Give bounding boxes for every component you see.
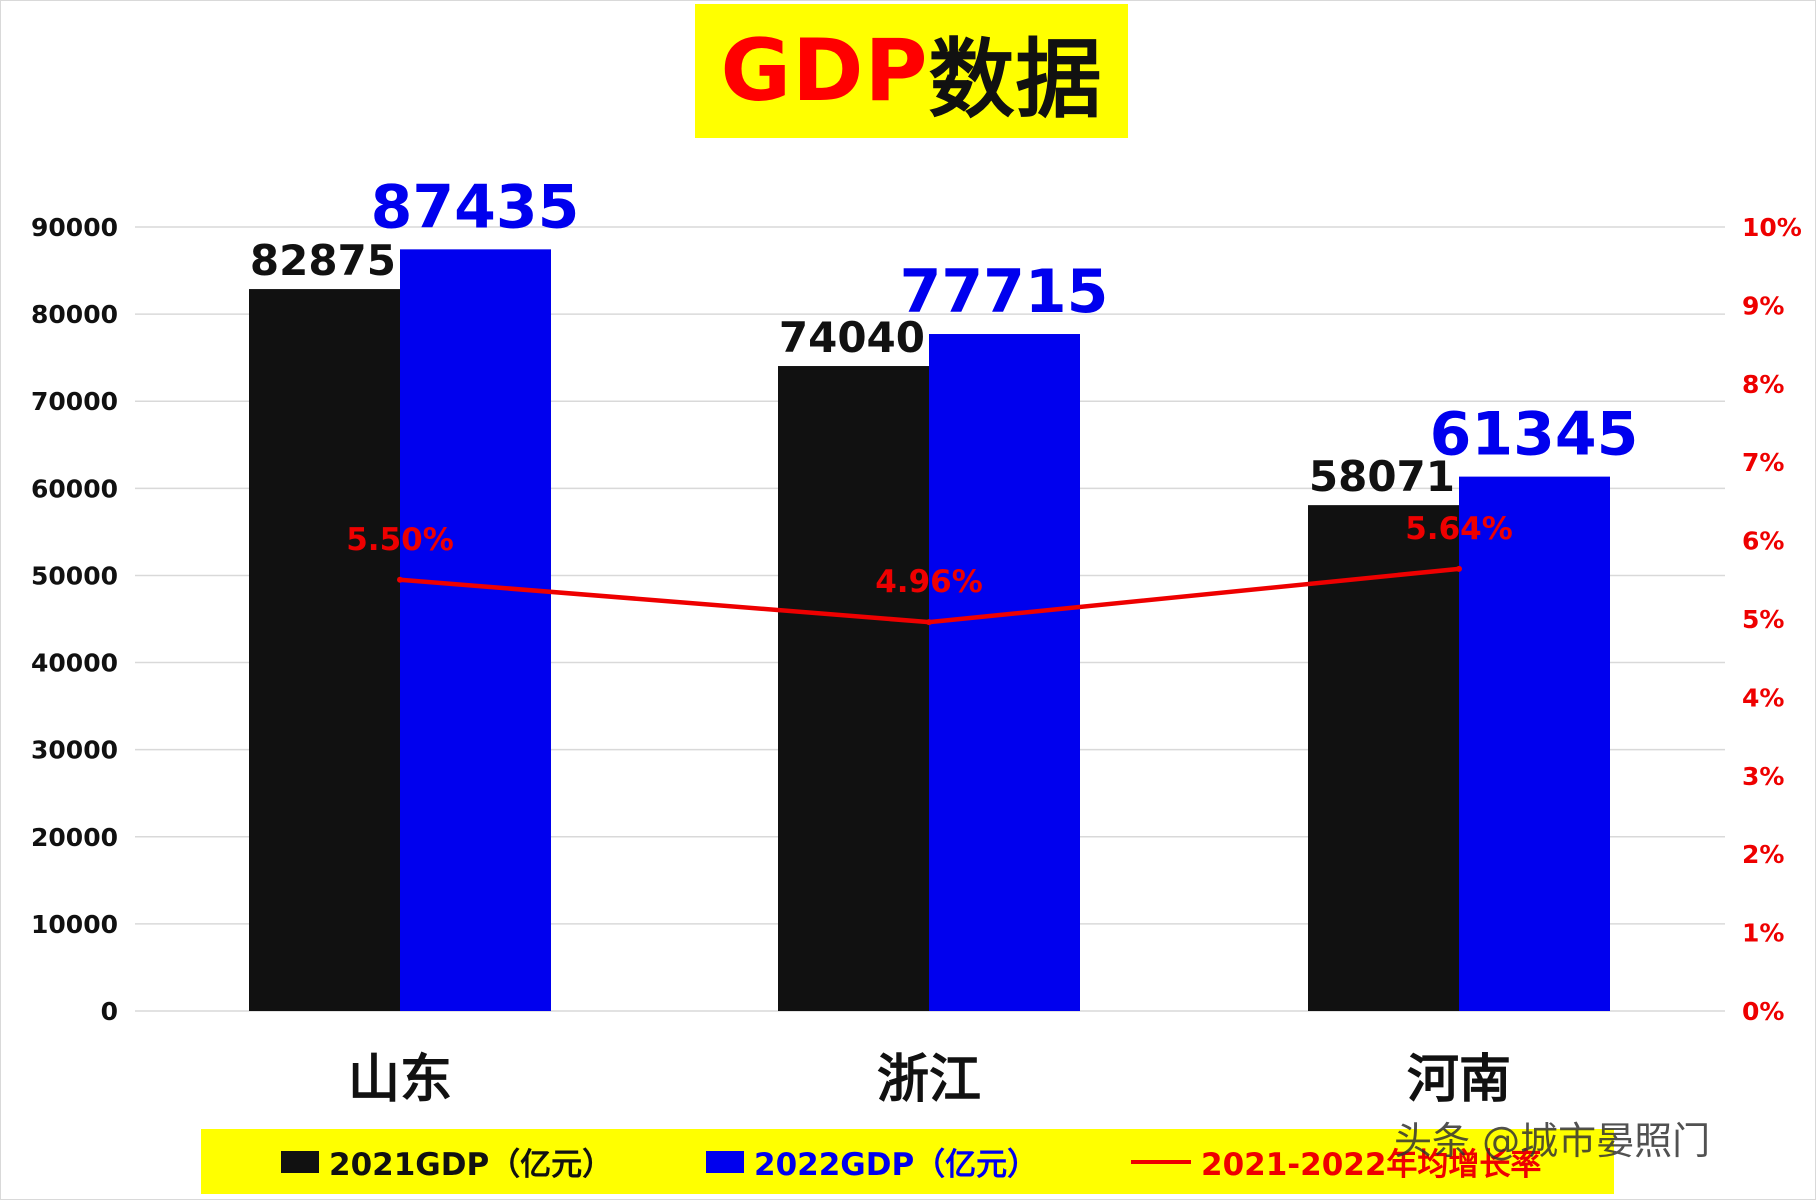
left-tick-label: 10000 [31,910,118,939]
right-tick-label: 6% [1742,527,1784,556]
legend-item-2021: 2021GDP（亿元） [281,1129,613,1194]
bar-2022-2 [1459,476,1610,1011]
bars [249,249,1610,1012]
category-label-2: 河南 [1407,1050,1511,1110]
growth-point-1 [926,619,932,626]
right-tick-label: 1% [1742,919,1784,948]
legend-label-growth: 2021-2022年均增长率 [1201,1147,1542,1183]
right-tick-label: 8% [1742,370,1784,399]
category-label-0: 山东 [348,1050,452,1110]
right-tick-label: 3% [1742,762,1784,791]
legend-swatch-2021 [281,1150,319,1173]
bar-label-2022-0: 87435 [371,172,580,242]
legend-item-growth: 2021-2022年均增长率 [1131,1129,1541,1194]
title-suffix: 数据 [928,29,1103,130]
category-labels: 山东 浙江 河南 [348,1050,1511,1110]
bar-2021-1 [778,366,929,1012]
bar-2021-0 [249,289,400,1012]
left-tick-label: 20000 [31,823,118,852]
growth-point-2 [1456,565,1462,572]
category-label-1: 浙江 [877,1050,981,1110]
right-tick-label: 9% [1742,291,1784,320]
right-tick-label: 4% [1742,683,1784,712]
left-tick-label: 70000 [31,387,118,416]
bar-label-2021-0: 82875 [250,236,396,285]
growth-line [397,565,1462,626]
legend: 2021GDP（亿元） 2022GDP（亿元） 2021-2022年均增长率 [201,1129,1614,1194]
growth-value-labels: 5.50% 4.96% 5.64% [346,511,1513,600]
bar-label-2022-1: 77715 [900,257,1109,327]
legend-swatch-2022 [706,1150,744,1173]
bar-label-2021-2: 58071 [1309,452,1455,501]
legend-item-2022: 2022GDP（亿元） [706,1129,1038,1194]
growth-point-0 [397,576,403,583]
watermark: 头条 @城市晏照门 [1394,1119,1711,1163]
left-tick-label: 40000 [31,649,118,678]
right-axis-ticks: 0% 1% 2% 3% 4% 5% 6% 7% 8% 9% 10% [1742,213,1802,1026]
title-gdp: GDP [720,21,929,121]
legend-swatch-growth [1131,1159,1191,1164]
left-tick-label: 90000 [31,213,118,242]
growth-label-0: 5.50% [346,522,454,558]
growth-label-1: 4.96% [875,564,983,600]
left-tick-label: 80000 [31,300,118,329]
bar-label-2021-1: 74040 [779,313,925,362]
right-tick-label: 5% [1742,605,1784,634]
right-tick-label: 10% [1742,213,1802,242]
left-axis-ticks: 0 10000 20000 30000 40000 50000 60000 70000 8000… [31,213,118,1026]
right-tick-label: 2% [1742,840,1784,869]
chart-title: GDP 数据 [695,4,1128,138]
left-tick-label: 60000 [31,474,118,503]
right-tick-label: 7% [1742,448,1784,477]
left-tick-label: 0 [101,997,118,1026]
bar-2022-0 [400,249,551,1011]
growth-label-2: 5.64% [1405,511,1513,547]
right-tick-label: 0% [1742,997,1784,1026]
legend-label-2021: 2021GDP（亿元） [329,1147,614,1183]
left-tick-label: 50000 [31,561,118,590]
legend-label-2022: 2022GDP（亿元） [754,1147,1039,1183]
bar-2022-1 [929,334,1080,1011]
left-tick-label: 30000 [31,736,118,765]
bar-2021-2 [1308,505,1459,1011]
bar-label-2022-2: 61345 [1430,400,1639,470]
